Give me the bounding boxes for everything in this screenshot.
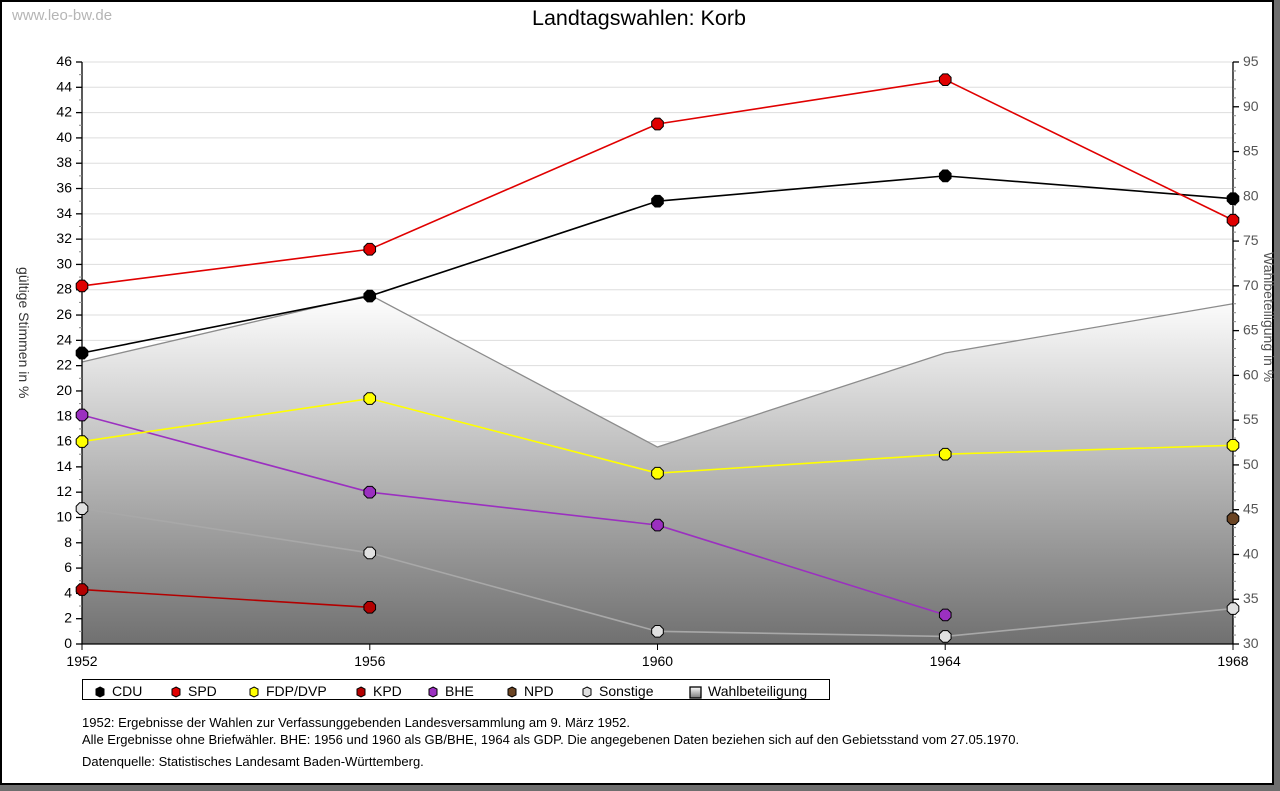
svg-text:4: 4 bbox=[64, 584, 72, 600]
svg-text:36: 36 bbox=[56, 180, 72, 196]
svg-text:55: 55 bbox=[1243, 411, 1259, 427]
svg-text:24: 24 bbox=[56, 331, 72, 347]
svg-text:65: 65 bbox=[1243, 322, 1259, 338]
svg-text:44: 44 bbox=[56, 78, 72, 94]
svg-text:40: 40 bbox=[1243, 545, 1259, 561]
svg-text:1964: 1964 bbox=[930, 653, 961, 669]
svg-text:1960: 1960 bbox=[642, 653, 673, 669]
svg-text:16: 16 bbox=[56, 433, 72, 449]
svg-text:1956: 1956 bbox=[354, 653, 385, 669]
svg-text:50: 50 bbox=[1243, 456, 1259, 472]
svg-text:8: 8 bbox=[64, 534, 72, 550]
svg-text:12: 12 bbox=[56, 483, 72, 499]
svg-text:14: 14 bbox=[56, 458, 72, 474]
svg-text:6: 6 bbox=[64, 559, 72, 575]
svg-text:0: 0 bbox=[64, 635, 72, 651]
svg-text:10: 10 bbox=[56, 508, 72, 524]
svg-text:1968: 1968 bbox=[1217, 653, 1248, 669]
svg-text:60: 60 bbox=[1243, 366, 1259, 382]
svg-text:38: 38 bbox=[56, 154, 72, 170]
svg-text:34: 34 bbox=[56, 205, 72, 221]
svg-text:30: 30 bbox=[56, 255, 72, 271]
svg-text:95: 95 bbox=[1243, 53, 1259, 69]
svg-text:20: 20 bbox=[56, 382, 72, 398]
svg-text:42: 42 bbox=[56, 104, 72, 120]
svg-text:70: 70 bbox=[1243, 277, 1259, 293]
svg-text:28: 28 bbox=[56, 281, 72, 297]
svg-text:40: 40 bbox=[56, 129, 72, 145]
svg-text:45: 45 bbox=[1243, 501, 1259, 517]
svg-text:46: 46 bbox=[56, 53, 72, 69]
svg-text:30: 30 bbox=[1243, 635, 1259, 651]
svg-text:75: 75 bbox=[1243, 232, 1259, 248]
svg-text:22: 22 bbox=[56, 357, 72, 373]
svg-text:35: 35 bbox=[1243, 590, 1259, 606]
svg-text:90: 90 bbox=[1243, 98, 1259, 114]
svg-text:26: 26 bbox=[56, 306, 72, 322]
svg-text:18: 18 bbox=[56, 407, 72, 423]
svg-text:2: 2 bbox=[64, 610, 72, 626]
svg-text:85: 85 bbox=[1243, 143, 1259, 159]
svg-text:80: 80 bbox=[1243, 187, 1259, 203]
svg-text:1952: 1952 bbox=[66, 653, 97, 669]
svg-text:32: 32 bbox=[56, 230, 72, 246]
